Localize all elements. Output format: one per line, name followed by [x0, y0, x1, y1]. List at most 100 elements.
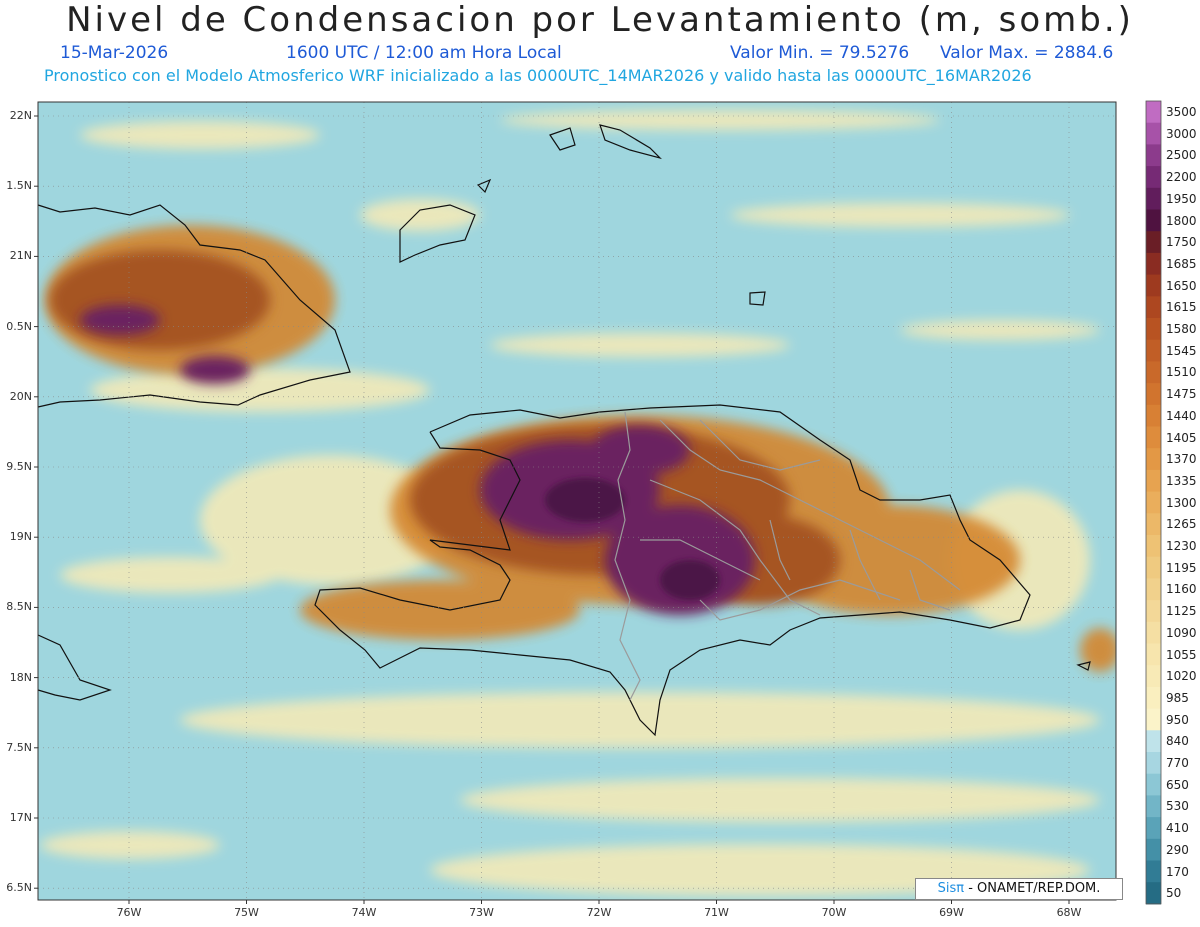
colorbar-swatch	[1146, 513, 1161, 536]
lat-tick-label: 7.5N	[6, 740, 32, 754]
island-coast-3	[476, 178, 492, 194]
colorbar-label: 1950	[1166, 191, 1197, 206]
coastlines	[37, 124, 1091, 737]
colorbar-swatch	[1146, 882, 1161, 905]
colorbar-label: 1580	[1166, 322, 1197, 336]
colorbar-swatch	[1146, 383, 1161, 406]
colorbar-swatch	[1146, 166, 1161, 189]
lon-tick-label: 70W	[821, 906, 847, 919]
colorbar-swatch	[1146, 556, 1161, 579]
colorbar-label: 1685	[1166, 256, 1197, 271]
colorbar-label: 985	[1166, 690, 1189, 705]
colorbar-swatch	[1146, 187, 1161, 210]
colorbar-label: 1800	[1166, 213, 1197, 228]
map-title: Nivel de Condensacion por Levantamiento …	[66, 0, 1134, 40]
colorbar-swatch	[1146, 621, 1161, 644]
colorbar-label: 170	[1166, 864, 1189, 879]
tick-marks	[34, 115, 1070, 904]
lat-tick-label: 8.5N	[6, 600, 32, 614]
colorbar-label: 1510	[1166, 365, 1197, 380]
colorbar-swatch	[1146, 252, 1161, 276]
colorbar-swatch	[1146, 730, 1161, 753]
min-value: Valor Min. = 79.5276	[730, 43, 910, 63]
lcl-field	[38, 102, 1116, 900]
colorbar-label: 290	[1166, 842, 1189, 857]
colorbar-label: 530	[1166, 799, 1189, 814]
colorbar-label: 770	[1166, 756, 1189, 770]
lat-tick-label: 0.5N	[6, 319, 32, 333]
colorbar-swatch	[1146, 426, 1161, 449]
lat-tick-label: 19N	[9, 530, 32, 544]
jamaica-coast	[37, 634, 112, 701]
colorbar-label: 2500	[1166, 148, 1197, 163]
colorbar-swatch	[1146, 860, 1161, 883]
colorbar-swatch	[1146, 296, 1161, 319]
gridlines	[38, 102, 1116, 900]
plot-frame	[37, 101, 1117, 901]
colorbar-swatch	[1146, 448, 1161, 471]
island-coast-5	[1076, 661, 1091, 671]
colorbar-swatch	[1146, 773, 1161, 796]
lon-tick-label: 69W	[939, 906, 964, 919]
colorbar-swatch	[1146, 578, 1161, 601]
lon-tick-label: 72W	[586, 906, 612, 919]
max-value: Valor Max. = 2884.6	[940, 43, 1114, 63]
colorbar-label: 2200	[1166, 170, 1197, 185]
credit-box: Sisπ - ONAMET/REP.DOM.	[915, 878, 1123, 900]
colorbar-swatch	[1146, 817, 1161, 840]
lat-tick-label: 6.5N	[6, 881, 32, 895]
colorbar-label: 1020	[1166, 669, 1197, 684]
lon-tick-label: 76W	[116, 906, 142, 919]
lon-tick-label: 68W	[1056, 906, 1082, 919]
lat-tick-label: 1.5N	[6, 179, 32, 193]
province-borders	[614, 411, 961, 701]
lon-tick-label: 75W	[234, 906, 259, 919]
colorbar-label: 3000	[1166, 126, 1197, 141]
colorbar-swatch	[1146, 708, 1161, 731]
great-inagua-coast	[399, 204, 476, 263]
colorbar-swatch	[1146, 122, 1161, 145]
colorbar-label: 1300	[1166, 495, 1197, 510]
lat-tick-label: 22N	[9, 109, 32, 122]
colorbar-label: 950	[1166, 712, 1189, 727]
island-coast-1	[549, 127, 576, 151]
colorbar-label: 3500	[1166, 105, 1197, 119]
deep-zones	[545, 478, 720, 600]
credit-text: - ONAMET/REP.DOM.	[964, 881, 1101, 896]
colorbar-swatch	[1146, 101, 1161, 124]
brand-logo: Sisπ	[937, 881, 965, 896]
colorbar-label: 1335	[1166, 473, 1197, 488]
colorbar-swatch	[1146, 318, 1161, 341]
colorbar-swatch	[1146, 752, 1161, 775]
lat-tick-label: 21N	[9, 249, 32, 263]
colorbar-label: 1265	[1166, 517, 1197, 532]
colorbar-label: 1090	[1166, 625, 1197, 640]
colorbar-swatch	[1146, 404, 1161, 427]
colorbar	[1145, 100, 1162, 905]
colorbar-label: 1545	[1166, 343, 1197, 358]
cuba-coast	[37, 204, 351, 408]
colorbar-label: 1440	[1166, 408, 1197, 423]
colorbar-swatch	[1146, 795, 1161, 818]
colorbar-swatch	[1146, 209, 1161, 232]
colorbar-swatch	[1146, 665, 1161, 688]
hispaniola-coast	[314, 404, 1031, 737]
colorbar-label: 1055	[1166, 647, 1197, 662]
colorbar-label: 1475	[1166, 387, 1197, 402]
colorbar-frame	[1145, 100, 1162, 905]
colorbar-label: 410	[1166, 821, 1189, 836]
lat-tick-label: 20N	[9, 389, 32, 403]
colorbar-swatch	[1146, 231, 1161, 254]
colorbar-label: 1125	[1166, 604, 1197, 619]
colorbar-label: 840	[1166, 734, 1189, 749]
forecast-time: 1600 UTC / 12:00 am Hora Local	[286, 43, 562, 63]
colorbar-swatch	[1146, 339, 1161, 362]
colorbar-swatch	[1146, 361, 1161, 384]
lat-tick-label: 17N	[9, 811, 32, 824]
lat-tick-label: 9.5N	[6, 460, 32, 473]
lon-tick-label: 71W	[704, 906, 729, 919]
colorbar-swatch	[1146, 491, 1161, 514]
colorbar-swatch	[1146, 838, 1161, 861]
colorbar-swatch	[1146, 686, 1161, 710]
colorbar-label: 1650	[1166, 278, 1197, 293]
